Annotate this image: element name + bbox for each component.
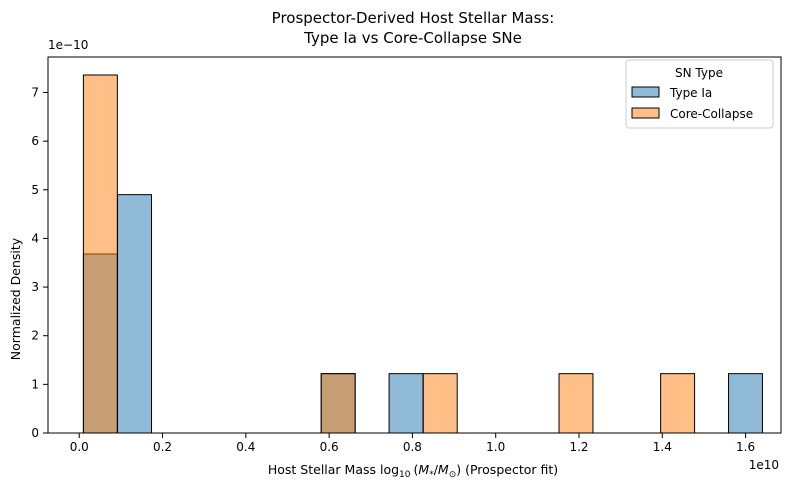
legend-title: SN Type <box>675 66 723 80</box>
x-axis-label-suffix: ) (Prospector fit) <box>456 462 558 477</box>
bar-type-ia-3 <box>388 373 424 434</box>
x-axis-label-m2-sub: ⊙ <box>449 470 457 480</box>
x-tick-label: 1.0 <box>486 440 505 454</box>
y-offset-text: 1e−10 <box>48 38 88 52</box>
chart-title-line-1: Prospector-Derived Host Stellar Mass: <box>272 9 555 27</box>
legend-label-type-ia: Type Ia <box>669 86 712 100</box>
bar-core-collapse-4 <box>660 373 696 434</box>
chart-title-line-2: Type Ia vs Core-Collapse SNe <box>303 29 522 47</box>
bar-type-ia-1 <box>117 194 152 434</box>
x-axis-label-open-paren: ( <box>414 462 419 477</box>
y-tick-label: 6 <box>31 134 39 148</box>
x-tick-label: 1.4 <box>653 440 672 454</box>
x-axis-ticks: 0.0 0.2 0.4 0.6 0.8 1.0 1.2 1.4 1.6 <box>70 433 755 454</box>
x-tick-label: 0.8 <box>403 440 422 454</box>
y-tick-label: 2 <box>31 329 39 343</box>
x-axis-label-m1: M <box>418 462 429 477</box>
y-axis-ticks: 0 1 2 3 4 5 6 7 <box>31 86 48 440</box>
x-tick-label: 0.6 <box>320 440 339 454</box>
x-axis-label-m2: M <box>438 462 449 477</box>
y-axis-label: Normalized Density <box>8 237 23 360</box>
y-tick-label: 7 <box>31 86 39 100</box>
chart-title: Prospector-Derived Host Stellar Mass: Ty… <box>272 9 555 47</box>
bar-core-collapse-1 <box>320 373 356 434</box>
x-axis-label-slash: / <box>434 462 439 477</box>
x-axis-label-prefix: Host Stellar Mass log <box>268 462 399 477</box>
x-axis-label-subscript: 10 <box>399 470 411 480</box>
x-axis-label-m1-sub: * <box>429 470 434 480</box>
plot-frame <box>47 56 782 434</box>
y-tick-label: 5 <box>31 183 39 197</box>
x-tick-label: 0.2 <box>153 440 172 454</box>
legend-swatch-core-collapse <box>631 107 660 119</box>
x-axis-label: Host Stellar Mass log10 (M*/M⊙) (Prospect… <box>268 462 558 480</box>
y-tick-label: 1 <box>31 377 39 391</box>
y-tick-label: 0 <box>31 426 39 440</box>
y-tick-label: 4 <box>31 231 39 245</box>
x-tick-label: 1.6 <box>736 440 755 454</box>
histogram-bars <box>82 74 763 434</box>
bar-core-collapse-0 <box>82 74 118 434</box>
bar-core-collapse-2 <box>422 373 458 434</box>
x-tick-label: 0.0 <box>70 440 89 454</box>
x-tick-label: 1.2 <box>569 440 588 454</box>
legend-label-core-collapse: Core-Collapse <box>670 107 753 121</box>
legend-frame <box>625 59 774 129</box>
bar-type-ia-4 <box>728 373 763 434</box>
legend-swatch-type-ia <box>631 86 660 98</box>
x-offset-text: 1e10 <box>749 458 779 472</box>
bar-core-collapse-3 <box>558 373 594 434</box>
legend: SN Type Type Ia Core-Collapse <box>625 59 774 129</box>
x-tick-label: 0.4 <box>236 440 255 454</box>
y-tick-label: 3 <box>31 280 39 294</box>
